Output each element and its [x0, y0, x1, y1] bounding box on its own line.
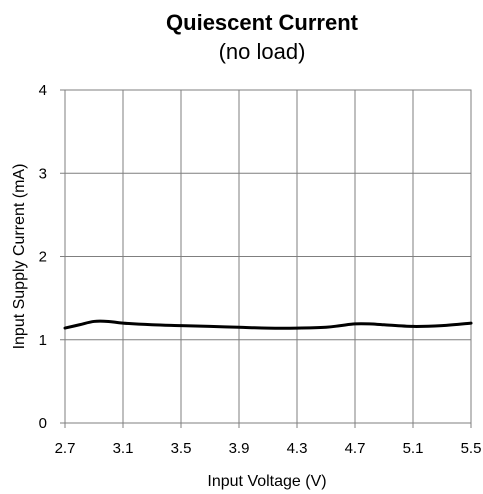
grid-lines — [64, 89, 472, 424]
x-tick-label: 4.7 — [345, 440, 366, 457]
x-axis-label: Input Voltage (V) — [207, 473, 326, 490]
chart-subtitle: (no load) — [219, 39, 306, 64]
x-tick-label: 4.3 — [287, 440, 308, 457]
y-tick-label: 4 — [39, 82, 47, 99]
y-tick-label: 1 — [39, 332, 47, 349]
x-tick-label: 3.9 — [229, 440, 250, 457]
y-axis-label: Input Supply Current (mA) — [11, 164, 28, 350]
x-axis-ticks: 2.7 3.1 3.5 3.9 4.3 4.7 5.1 5.5 — [55, 423, 482, 457]
x-tick-label: 3.1 — [113, 440, 134, 457]
series-line — [63, 319, 473, 330]
y-tick-label: 3 — [39, 165, 47, 182]
y-tick-label: 0 — [39, 415, 47, 432]
series-layer — [63, 319, 473, 330]
x-tick-label: 5.1 — [403, 440, 424, 457]
x-tick-label: 5.5 — [461, 440, 482, 457]
y-axis-ticks: 0 1 2 3 4 — [39, 82, 65, 432]
x-tick-label: 3.5 — [171, 440, 192, 457]
x-tick-label: 2.7 — [55, 440, 76, 457]
y-tick-label: 2 — [39, 249, 47, 266]
chart-title: Quiescent Current — [166, 10, 359, 35]
